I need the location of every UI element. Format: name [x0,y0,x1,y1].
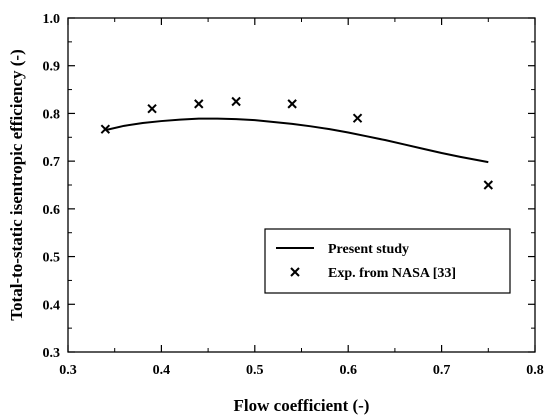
x-tick-label: 0.6 [339,363,357,378]
axis-tick-labels: 0.3 0.4 0.5 0.6 0.7 0.8 0.3 0.4 0.5 0.6 0.7 0.8 0.9 1… [43,12,544,378]
legend-box [264,228,511,294]
x-tick-label: 0.7 [433,363,451,378]
y-tick-label: 0.3 [43,346,61,361]
x-axis-title: Flow coefficient (-) [234,396,370,415]
nasa-data-point [287,99,297,109]
y-tick-label: 0.4 [43,298,61,313]
y-tick-label: 0.7 [43,155,61,170]
nasa-data-point [147,103,157,114]
x-tick-label: 0.4 [153,363,171,378]
legend-label-nasa: Exp. from NASA [33] [328,266,456,281]
axis-ticks [67,17,536,353]
y-axis-title: Total-to-static isentropic efficiency (-… [7,49,26,320]
y-tick-label: 0.5 [43,251,61,266]
x-tick-label: 0.8 [526,363,544,378]
nasa-markers [100,96,494,190]
y-tick-label: 1.0 [43,12,61,27]
legend-marker-swatch [290,267,300,277]
x-tick-label: 0.3 [59,363,77,378]
legend: Present study Exp. from NASA [33] [264,228,511,294]
y-tick-label: 0.8 [43,107,61,122]
nasa-data-point [231,96,241,107]
y-tick-label: 0.9 [43,60,61,75]
y-tick-label: 0.6 [43,203,61,218]
present-study-line [105,117,489,164]
nasa-data-point [100,124,111,134]
plot-frame [67,17,536,353]
nasa-data-point [194,99,204,109]
x-tick-label: 0.5 [246,363,264,378]
nasa-data-point [483,180,494,190]
nasa-data-point [352,113,363,123]
legend-label-present-study: Present study [328,242,409,257]
